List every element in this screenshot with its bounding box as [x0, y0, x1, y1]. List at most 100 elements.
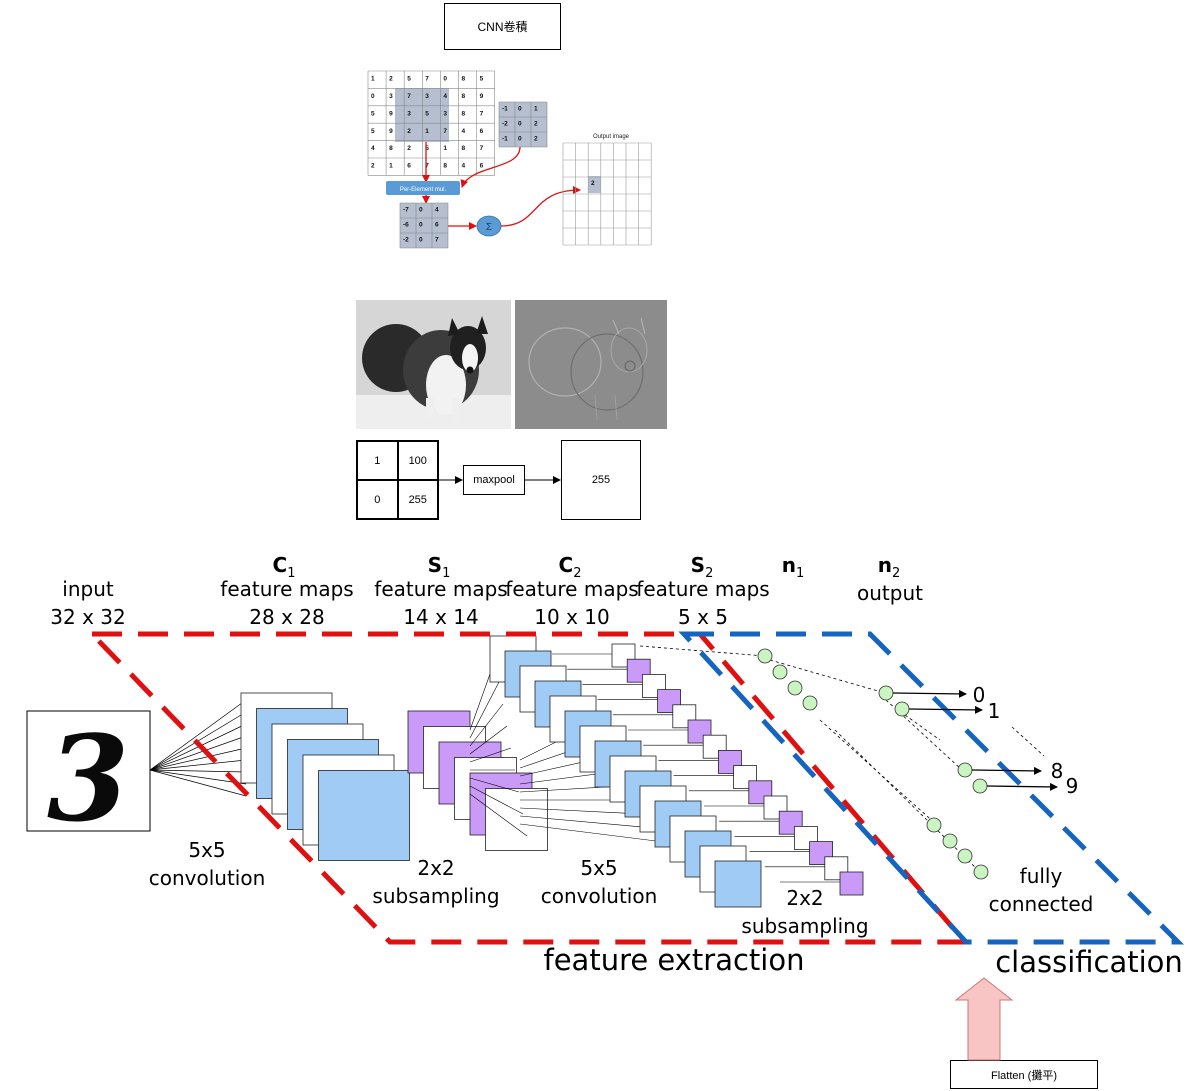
- input-grid-cell: 3: [389, 93, 393, 100]
- input-connections: [149, 699, 247, 797]
- conv1-label-2: convolution: [149, 866, 266, 890]
- product-background: [400, 203, 448, 248]
- output-9: 9: [1066, 774, 1079, 798]
- s2-sub: 2: [705, 566, 713, 581]
- connection-line: [469, 703, 504, 747]
- kernel-grid: -1 0 1 -2 0 2 -1 0 2: [498, 101, 548, 148]
- arrow-kernel-to-mul: [460, 146, 521, 188]
- c2-title: C2: [559, 553, 582, 581]
- dog-photo: [356, 300, 511, 429]
- title-text: CNN卷積: [477, 20, 528, 34]
- sub2-label-1: 2x2: [786, 886, 823, 910]
- sub1-label-1: 2x2: [417, 856, 454, 880]
- subsampled-map: [485, 788, 548, 851]
- input-grid-cell: 7: [425, 163, 429, 170]
- kernel-background: [499, 102, 547, 147]
- n1-sub: 1: [796, 566, 804, 581]
- flatten-label: Flatten (攤平): [990, 1069, 1057, 1082]
- c2-letter: C: [559, 553, 574, 577]
- output-8: 8: [1051, 759, 1064, 783]
- input-grid-cell: 1: [443, 145, 447, 152]
- kernel-cell: 2: [534, 120, 538, 127]
- output-image-title: Output image: [593, 134, 630, 140]
- c2-map: [714, 860, 762, 908]
- input-grid-cell: 8: [389, 145, 393, 152]
- product-cell: 0: [419, 221, 423, 228]
- c1-desc: feature maps: [220, 577, 353, 601]
- output-arrow: [908, 705, 983, 714]
- output-arrow: [986, 782, 1058, 791]
- kernel-cell: 1: [534, 105, 538, 112]
- input-grid-cell: 7: [480, 145, 484, 152]
- input-grid-cell: 6: [407, 163, 411, 170]
- maxpool-output-box: 255: [561, 440, 641, 520]
- connection-line: [149, 769, 247, 773]
- connection-line: [904, 714, 941, 741]
- input-grid-cell: 8: [462, 76, 466, 83]
- sub1-label-2: subsampling: [372, 884, 499, 908]
- c2-desc: feature maps: [505, 577, 638, 601]
- input-grid-cell: 2: [407, 145, 411, 152]
- product-cell: -2: [403, 236, 409, 243]
- fc-neurons: [757, 648, 989, 880]
- output-0: 0: [973, 683, 986, 707]
- fc-neuron: [878, 685, 894, 701]
- connection-line: [149, 699, 247, 771]
- fc-neuron: [772, 664, 788, 680]
- input-grid-cell: 0: [371, 93, 375, 100]
- input-grid: 1 2 5 7 0 8 5 0 3 7 3 4 8 9 5 9 3 5 3 8 7 5 9 2 1 7 4 6 4 8 2 5 1 8 7 2 1 6 7 8…: [367, 70, 496, 176]
- product-cell: 7: [435, 236, 439, 243]
- input-grid-cell: 7: [480, 110, 484, 117]
- input-digit: 3: [47, 709, 129, 848]
- edge-filtered-photo: [515, 300, 667, 429]
- fc-neuron: [787, 680, 803, 696]
- maxpool-op-box: maxpool: [463, 465, 525, 495]
- n2-sub: 2: [892, 566, 900, 581]
- n2-letter: n: [878, 553, 892, 577]
- per-element-mul-box: [386, 181, 460, 195]
- kernel-cell: -1: [502, 135, 508, 142]
- input-grid-cell: 4: [462, 163, 466, 170]
- kernel-cell: -2: [502, 120, 508, 127]
- input-grid-cell: 7: [443, 128, 447, 135]
- maxpool-label: maxpool: [473, 474, 515, 486]
- input-grid-cell: 4: [462, 128, 466, 135]
- product-cell: 0: [419, 206, 423, 213]
- connection-line: [469, 785, 524, 815]
- input-grid-cell: 3: [443, 110, 447, 117]
- input-grid-cell: 8: [462, 110, 466, 117]
- s2-desc: feature maps: [636, 577, 769, 601]
- connection-line: [885, 699, 963, 771]
- input-grid-cell: 2: [389, 76, 393, 83]
- connection-line: [469, 681, 500, 739]
- input-grid-cell: 4: [371, 145, 375, 152]
- input-grid-cell: 7: [407, 93, 411, 100]
- output-ellipsis-line: [1011, 726, 1045, 757]
- flatten-box: Flatten (攤平): [950, 1060, 1098, 1089]
- input-label: input: [62, 577, 114, 601]
- output-arrow: [971, 766, 1042, 775]
- conv1-label-1: 5x5: [188, 838, 225, 862]
- fc-neuron: [757, 648, 773, 664]
- n2-title: n2: [878, 553, 901, 581]
- classification-label: classification: [995, 945, 1183, 979]
- product-cell: 6: [435, 221, 439, 228]
- fc-neuron: [926, 817, 942, 833]
- output-value: 2: [591, 180, 595, 187]
- output-highlight-cell: [588, 176, 601, 193]
- input-grid-cell: 6: [480, 163, 484, 170]
- subsampled-map: [839, 871, 864, 896]
- input-size: 32 x 32: [50, 605, 125, 629]
- product-cell: 0: [419, 236, 423, 243]
- connection-line: [469, 747, 512, 763]
- fc-neuron: [957, 848, 973, 864]
- input-grid-cell: 8: [462, 145, 466, 152]
- s1-sub: 1: [442, 566, 450, 581]
- connection-line: [149, 759, 247, 771]
- c1-size: 28 x 28: [249, 605, 324, 629]
- s2-feature-maps: [552, 643, 864, 896]
- fc-neuron: [972, 778, 988, 794]
- arrow-to-output: [500, 186, 581, 227]
- input-grid-cell: 1: [425, 128, 429, 135]
- s1-title: S1: [428, 553, 451, 581]
